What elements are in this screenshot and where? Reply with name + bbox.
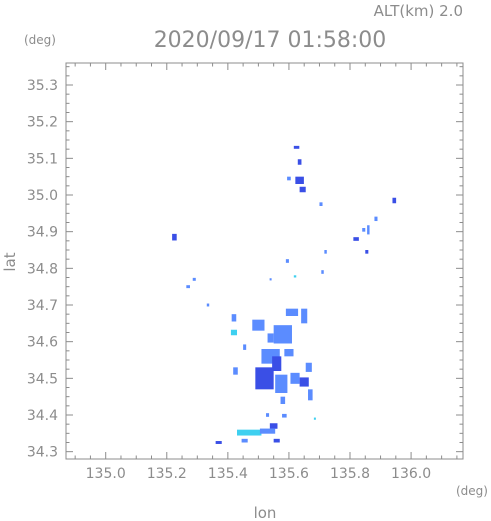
echo-cell	[273, 438, 280, 443]
x-tick-label: 135.0	[86, 466, 126, 482]
echo-cell	[172, 233, 177, 241]
echo-cell	[206, 303, 210, 307]
y-tick-label: 34.8	[27, 261, 58, 277]
x-tick-label: 136.0	[391, 466, 431, 482]
echo-cell	[192, 277, 196, 281]
x-tick-labels: 135.0 135.2 135.4 135.6 135.8 136.0	[86, 466, 431, 482]
echo-cell	[362, 228, 366, 232]
echo-cell	[275, 374, 288, 393]
y-tick-label: 34.4	[27, 408, 58, 424]
x-axis-label: lon	[254, 504, 277, 521]
echo-cell	[269, 423, 278, 429]
echo-cell	[284, 349, 294, 357]
y-tick-label: 34.7	[27, 298, 58, 314]
echo-cell	[305, 362, 312, 372]
echo-cell	[290, 372, 300, 384]
echo-cell	[241, 438, 248, 443]
echo-cell	[231, 314, 237, 322]
y-unit-label: (deg)	[24, 33, 56, 47]
echo-cell	[324, 250, 327, 254]
echo-cell	[255, 367, 274, 390]
y-tick-label: 35.0	[27, 188, 58, 204]
echo-cell	[186, 285, 190, 289]
echo-cell	[267, 333, 274, 343]
echo-cell	[233, 367, 238, 375]
echo-cell	[280, 396, 286, 404]
x-tick-label: 135.4	[208, 466, 248, 482]
echo-cell	[269, 278, 272, 281]
echo-cell	[287, 176, 291, 181]
plot-frame	[65, 62, 464, 460]
altitude-label: ALT(km) 2.0	[374, 2, 463, 20]
echo-cell	[367, 225, 370, 235]
x-tick-label: 135.6	[269, 466, 309, 482]
x-tick-label: 135.8	[330, 466, 370, 482]
echo-cell	[308, 389, 313, 401]
axis-ticks	[66, 63, 463, 459]
echo-cell	[313, 417, 316, 420]
echo-cell	[266, 413, 270, 417]
x-tick-label: 135.2	[147, 466, 187, 482]
echo-cell	[215, 441, 222, 444]
echo-cell	[272, 356, 282, 371]
echo-cell	[293, 145, 300, 149]
echo-cell	[319, 202, 323, 206]
echo-cell	[299, 377, 309, 387]
echo-cell	[374, 216, 378, 222]
echo-cell	[295, 176, 304, 184]
echo-cells	[172, 145, 397, 444]
y-tick-label: 35.1	[27, 151, 58, 167]
echo-cell	[299, 186, 306, 193]
echo-cell	[353, 237, 359, 241]
echo-cell	[230, 329, 238, 336]
echo-cell	[365, 250, 369, 254]
echo-cell	[293, 275, 297, 278]
echo-cell	[259, 428, 276, 434]
y-tick-label: 35.3	[27, 78, 58, 94]
y-tick-label: 34.5	[27, 371, 58, 387]
datetime-title: 2020/09/17 01:58:00	[154, 28, 387, 53]
echo-cell	[321, 270, 324, 274]
y-tick-label: 34.3	[27, 445, 58, 461]
echo-cell	[285, 259, 289, 263]
echo-cell	[301, 308, 308, 324]
y-tick-label: 34.6	[27, 335, 58, 351]
y-tick-label: 34.9	[27, 225, 58, 241]
y-tick-labels: 34.3 34.4 34.5 34.6 34.7 34.8 34.9 35.0 35.1 35.2…	[27, 78, 58, 461]
echo-cell	[243, 344, 247, 350]
echo-cell	[297, 159, 302, 165]
echo-cell	[273, 325, 292, 344]
y-tick-label: 35.2	[27, 115, 58, 131]
x-unit-label: (deg)	[456, 484, 488, 498]
echo-cell	[285, 308, 299, 316]
echo-cell	[392, 197, 397, 204]
echo-cell	[252, 319, 265, 331]
echo-cell	[282, 413, 287, 418]
echo-cell	[237, 429, 262, 436]
y-axis-label: lat	[1, 252, 19, 271]
